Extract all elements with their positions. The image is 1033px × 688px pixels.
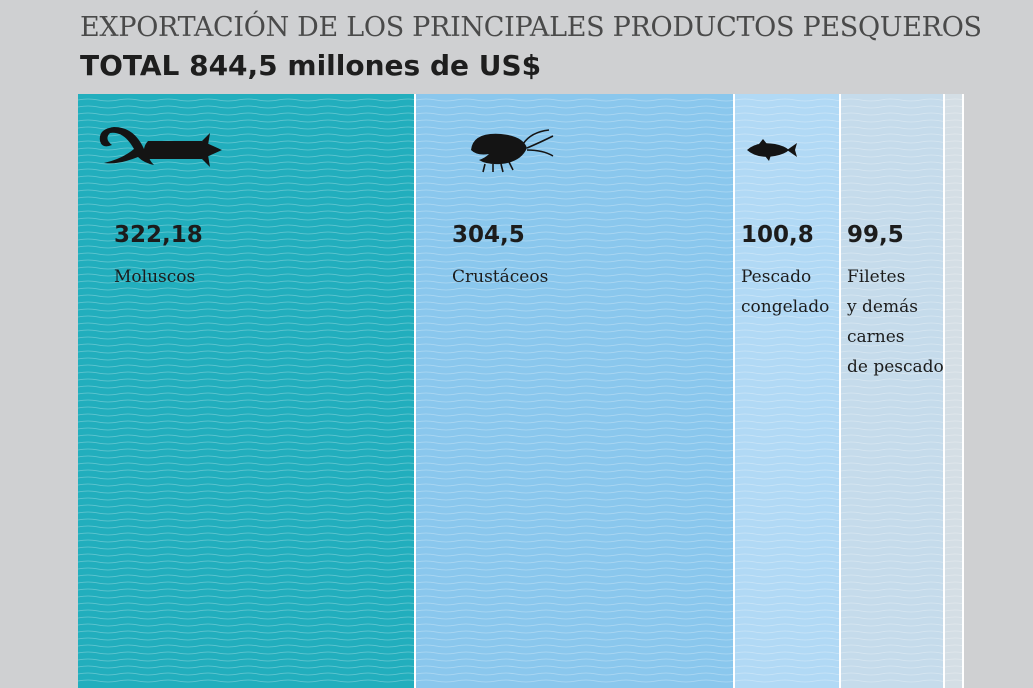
data-label: 304,5 bbox=[452, 222, 525, 248]
category-label-line: de pescado bbox=[847, 357, 944, 377]
data-label: 322,18 bbox=[114, 222, 203, 248]
wave-texture bbox=[945, 98, 962, 682]
data-label: 99,5 bbox=[847, 222, 904, 248]
category-label-line: congelado bbox=[741, 297, 830, 317]
category-label-line: Filetes bbox=[847, 267, 906, 287]
data-label: 100,8 bbox=[741, 222, 814, 248]
proportional-bar-chart: 322,18 Moluscos 304,5 Crustáceos 100,8 Pescad… bbox=[78, 94, 964, 688]
bar-segment: 322,18 Moluscos bbox=[78, 94, 416, 688]
bar-segment bbox=[945, 94, 964, 688]
fish-icon bbox=[745, 139, 797, 165]
category-label: Crustáceos bbox=[452, 262, 548, 292]
wave-texture bbox=[78, 98, 414, 683]
category-label: Filetes y demás carnes de pescado bbox=[847, 262, 944, 382]
squid-icon bbox=[94, 119, 224, 177]
bar-segment: 304,5 Crustáceos bbox=[416, 94, 735, 688]
category-label: Moluscos bbox=[114, 262, 195, 292]
wave-texture bbox=[841, 98, 943, 683]
category-label-line: Moluscos bbox=[114, 267, 196, 287]
category-label-line: Crustáceos bbox=[452, 267, 549, 287]
wave-texture bbox=[416, 98, 733, 683]
category-label-line: Pescado bbox=[741, 267, 812, 287]
category-label: Pescado congelado bbox=[741, 262, 829, 322]
wave-texture bbox=[735, 98, 839, 683]
shrimp-icon bbox=[465, 128, 555, 178]
bar-segment: 99,5 Filetes y demás carnes de pescado bbox=[841, 94, 945, 688]
category-label-line: carnes bbox=[847, 327, 905, 347]
chart-title: EXPORTACIÓN DE LOS PRINCIPALES PRODUCTOS… bbox=[80, 12, 982, 43]
chart-subtitle: TOTAL 844,5 millones de US$ bbox=[80, 49, 542, 82]
category-label-line: y demás bbox=[847, 297, 918, 317]
bar-segment: 100,8 Pescado congelado bbox=[735, 94, 841, 688]
